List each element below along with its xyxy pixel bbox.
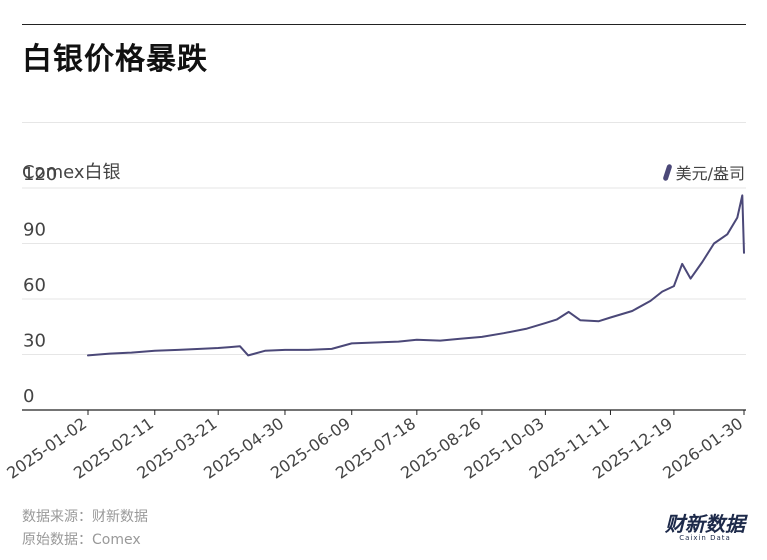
y-tick-label: 60 bbox=[23, 275, 46, 296]
brand-logo: 财新数据 Caixin Data bbox=[665, 514, 745, 542]
brand-subtitle: Caixin Data bbox=[679, 534, 731, 542]
page-title: 白银价格暴跌 bbox=[22, 42, 208, 77]
chart-legend: 美元/盎司 bbox=[662, 160, 745, 184]
y-tick-label: 90 bbox=[23, 220, 46, 241]
y-tick-label: 30 bbox=[23, 331, 46, 352]
top-rule bbox=[22, 24, 746, 25]
title-divider bbox=[22, 122, 746, 123]
y-tick-label: 0 bbox=[23, 386, 34, 407]
legend-label: 美元/盎司 bbox=[675, 164, 745, 183]
data-source: 数据来源：财新数据 bbox=[22, 509, 148, 525]
series-title: Comex白银 bbox=[22, 162, 121, 183]
original-data-source: 原始数据：Comex bbox=[22, 532, 141, 548]
brand-name: 财新数据 bbox=[665, 512, 745, 536]
series-line bbox=[87, 194, 745, 357]
y-tick-label: 120 bbox=[23, 164, 57, 185]
